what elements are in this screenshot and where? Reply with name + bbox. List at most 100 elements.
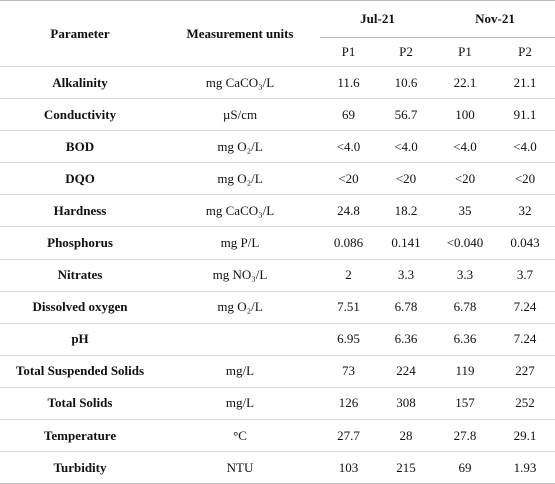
unit bbox=[160, 323, 320, 356]
measurement: 0.043 bbox=[495, 226, 555, 260]
column-header: Parameter bbox=[0, 0, 160, 67]
sub-header: P2 bbox=[495, 37, 555, 67]
table-row: Conductivity µS/cm 69 56.7 100 91.1 bbox=[0, 98, 555, 132]
table-row: Dissolved oxygen mg O₂/L 7.51 6.78 6.78 7.24 bbox=[0, 291, 555, 324]
measurement: <20 bbox=[435, 162, 496, 196]
measurement: 18.2 bbox=[377, 194, 436, 228]
table-row: BOD mg O₂/L <4.0 <4.0 <4.0 <4.0 bbox=[0, 130, 555, 164]
unit: °C bbox=[160, 419, 320, 453]
parameter-name: Phosphorus bbox=[0, 226, 160, 260]
measurement: 103 bbox=[320, 451, 377, 484]
parameter-name: Temperature bbox=[0, 419, 160, 453]
sub-header: P2 bbox=[377, 37, 436, 67]
measurement: <4.0 bbox=[435, 130, 496, 164]
measurement: 29.1 bbox=[495, 419, 555, 453]
measurement: <4.0 bbox=[377, 130, 436, 164]
measurement: 6.78 bbox=[435, 291, 496, 324]
sub-header: P1 bbox=[320, 37, 377, 67]
header-row: Parameter Measurement units Jul-21 Nov-2… bbox=[0, 0, 555, 67]
unit: mg O₂/L bbox=[160, 162, 320, 196]
table-row: Total Suspended Solids mg/L 73 224 119 227 bbox=[0, 355, 555, 388]
table-body: Alkalinity mg CaCO₃/L 11.6 10.6 22.1 21.1 Cond… bbox=[0, 66, 555, 484]
measurement: 69 bbox=[320, 98, 377, 132]
measurement: <20 bbox=[377, 162, 436, 196]
table-row: Phosphorus mg P/L 0.086 0.141 <0.040 0.043 bbox=[0, 226, 555, 260]
measurement: 6.95 bbox=[320, 323, 377, 356]
parameter-name: Total Solids bbox=[0, 387, 160, 421]
group-header: Jul-21 bbox=[320, 0, 436, 38]
measurement: 27.7 bbox=[320, 419, 377, 453]
table-row: pH 6.95 6.36 6.36 7.24 bbox=[0, 323, 555, 356]
table-header: Parameter Measurement units Jul-21 Nov-2… bbox=[0, 0, 555, 67]
parameter-name: Dissolved oxygen bbox=[0, 291, 160, 324]
measurement: 28 bbox=[377, 419, 436, 453]
unit: NTU bbox=[160, 451, 320, 484]
measurement: 10.6 bbox=[377, 66, 436, 100]
measurement: 73 bbox=[320, 355, 377, 388]
header-row: P1 P2 P1 P2 bbox=[0, 37, 555, 67]
unit: mg NO₃/L bbox=[160, 259, 320, 292]
measurement: 308 bbox=[377, 387, 436, 421]
unit: mg/L bbox=[160, 355, 320, 388]
measurement: 119 bbox=[435, 355, 496, 388]
measurement: 100 bbox=[435, 98, 496, 132]
table-row: Alkalinity mg CaCO₃/L 11.6 10.6 22.1 21.1 bbox=[0, 66, 555, 100]
measurement: 7.24 bbox=[495, 291, 555, 324]
measurement: 7.24 bbox=[495, 323, 555, 356]
measurement: 11.6 bbox=[320, 66, 377, 100]
table-row: Hardness mg CaCO₃/L 24.8 18.2 35 32 bbox=[0, 194, 555, 228]
parameter-name: BOD bbox=[0, 130, 160, 164]
measurement: <20 bbox=[495, 162, 555, 196]
parameter-name: Alkalinity bbox=[0, 66, 160, 100]
unit: mg/L bbox=[160, 387, 320, 421]
measurement: 91.1 bbox=[495, 98, 555, 132]
unit: mg O₂/L bbox=[160, 291, 320, 324]
measurement: 24.8 bbox=[320, 194, 377, 228]
parameter-name: Conductivity bbox=[0, 98, 160, 132]
measurement: <4.0 bbox=[495, 130, 555, 164]
table-row: Nitrates mg NO₃/L 2 3.3 3.3 3.7 bbox=[0, 259, 555, 292]
measurement: 56.7 bbox=[377, 98, 436, 132]
measurement: 2 bbox=[320, 259, 377, 292]
measurement: 215 bbox=[377, 451, 436, 484]
measurement: 3.3 bbox=[377, 259, 436, 292]
unit: mg CaCO₃/L bbox=[160, 66, 320, 100]
parameter-name: Hardness bbox=[0, 194, 160, 228]
unit: mg O₂/L bbox=[160, 130, 320, 164]
measurement: 21.1 bbox=[495, 66, 555, 100]
measurement: <0.040 bbox=[435, 226, 496, 260]
parameter-name: pH bbox=[0, 323, 160, 356]
measurement: 3.3 bbox=[435, 259, 496, 292]
measurement: 126 bbox=[320, 387, 377, 421]
parameter-name: DQO bbox=[0, 162, 160, 196]
measurement: 69 bbox=[435, 451, 496, 484]
measurement: 252 bbox=[495, 387, 555, 421]
measurement: <20 bbox=[320, 162, 377, 196]
measurement: 157 bbox=[435, 387, 496, 421]
parameter-name: Nitrates bbox=[0, 259, 160, 292]
measurement: 22.1 bbox=[435, 66, 496, 100]
sub-header: P1 bbox=[435, 37, 496, 67]
table-row: Total Solids mg/L 126 308 157 252 bbox=[0, 387, 555, 421]
measurement: 6.36 bbox=[435, 323, 496, 356]
parameter-name: Turbidity bbox=[0, 451, 160, 484]
measurement: 6.78 bbox=[377, 291, 436, 324]
unit: mg CaCO₃/L bbox=[160, 194, 320, 228]
measurement: 0.086 bbox=[320, 226, 377, 260]
measurement: 3.7 bbox=[495, 259, 555, 292]
table-row: Turbidity NTU 103 215 69 1.93 bbox=[0, 451, 555, 484]
group-header: Nov-21 bbox=[435, 0, 555, 38]
table-row: DQO mg O₂/L <20 <20 <20 <20 bbox=[0, 162, 555, 196]
unit: µS/cm bbox=[160, 98, 320, 132]
column-header: Measurement units bbox=[160, 0, 320, 67]
measurement: 7.51 bbox=[320, 291, 377, 324]
measurement: 6.36 bbox=[377, 323, 436, 356]
unit: mg P/L bbox=[160, 226, 320, 260]
measurement: 27.8 bbox=[435, 419, 496, 453]
measurement: 224 bbox=[377, 355, 436, 388]
measurement: 1.93 bbox=[495, 451, 555, 484]
measurement: 32 bbox=[495, 194, 555, 228]
table-row: Temperature °C 27.7 28 27.8 29.1 bbox=[0, 419, 555, 453]
